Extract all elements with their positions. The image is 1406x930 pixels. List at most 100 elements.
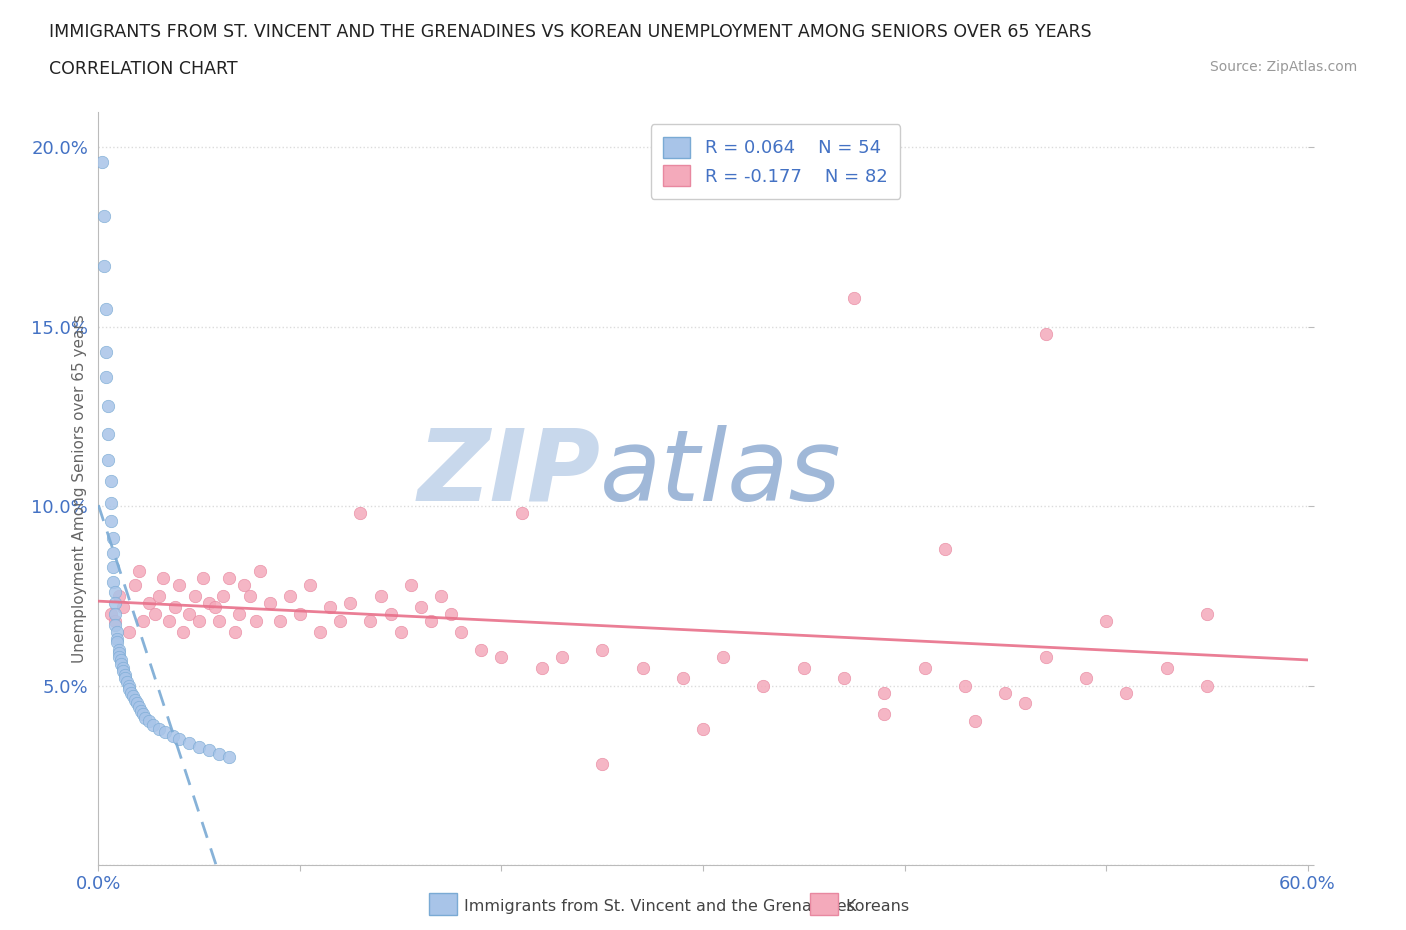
Point — [1195, 606, 1218, 621]
Point — [148, 721, 170, 736]
Point — [107, 649, 129, 664]
Point — [249, 564, 271, 578]
Point — [399, 578, 422, 592]
Point — [132, 614, 155, 629]
Text: ZIP: ZIP — [418, 425, 600, 522]
Point — [1074, 671, 1097, 685]
Point — [914, 660, 936, 675]
Point — [470, 643, 492, 658]
Point — [239, 589, 262, 604]
Point — [105, 624, 128, 639]
Point — [218, 570, 240, 585]
Point — [692, 721, 714, 736]
Point — [752, 678, 775, 693]
Point — [1156, 660, 1178, 675]
Point — [163, 599, 186, 614]
Point — [101, 560, 124, 575]
Point — [491, 649, 513, 664]
Point — [129, 703, 152, 718]
Point — [440, 606, 463, 621]
Y-axis label: Unemployment Among Seniors over 65 years: Unemployment Among Seniors over 65 years — [72, 314, 87, 662]
Point — [873, 685, 896, 700]
Point — [339, 595, 361, 610]
Point — [711, 649, 734, 664]
Point — [1035, 649, 1057, 664]
Point — [278, 589, 301, 604]
Point — [1095, 614, 1118, 629]
Point — [101, 574, 124, 589]
Point — [934, 542, 956, 557]
Point — [179, 606, 201, 621]
Point — [121, 689, 143, 704]
Point — [91, 154, 114, 169]
Point — [1035, 326, 1057, 341]
Point — [97, 427, 120, 442]
Point — [138, 714, 160, 729]
Point — [631, 660, 654, 675]
Point — [953, 678, 976, 693]
Point — [1115, 685, 1137, 700]
Point — [114, 668, 136, 683]
Point — [128, 564, 150, 578]
Point — [100, 473, 122, 488]
Point — [103, 614, 125, 629]
Point — [380, 606, 402, 621]
Text: Source: ZipAtlas.com: Source: ZipAtlas.com — [1209, 60, 1357, 74]
Point — [167, 732, 190, 747]
Legend: R = 0.064    N = 54, R = -0.177    N = 82: R = 0.064 N = 54, R = -0.177 N = 82 — [651, 125, 900, 199]
Point — [107, 645, 129, 660]
Point — [172, 624, 194, 639]
Point — [107, 643, 129, 658]
Point — [288, 606, 311, 621]
Point — [142, 718, 165, 733]
Point — [101, 545, 124, 560]
Point — [97, 452, 120, 467]
Point — [1195, 678, 1218, 693]
Point — [148, 589, 170, 604]
Point — [232, 578, 254, 592]
Point — [245, 614, 267, 629]
Text: atlas: atlas — [600, 425, 842, 522]
Point — [208, 614, 231, 629]
Point — [162, 728, 184, 743]
Point — [188, 614, 211, 629]
Point — [124, 693, 146, 708]
Point — [120, 685, 142, 700]
Point — [110, 657, 132, 671]
Point — [96, 369, 118, 384]
Point — [409, 599, 432, 614]
Point — [228, 606, 250, 621]
Point — [96, 344, 118, 359]
Point — [103, 585, 125, 600]
Point — [832, 671, 855, 685]
Point — [118, 678, 141, 693]
Point — [420, 614, 443, 629]
Point — [994, 685, 1017, 700]
Point — [125, 696, 148, 711]
Point — [124, 578, 146, 592]
Point — [115, 674, 138, 689]
Point — [193, 570, 215, 585]
Point — [224, 624, 246, 639]
Point — [1014, 696, 1036, 711]
Point — [96, 301, 118, 316]
Point — [111, 599, 134, 614]
Point — [132, 707, 155, 722]
Point — [269, 614, 291, 629]
Point — [299, 578, 322, 592]
Point — [510, 506, 533, 521]
Point — [450, 624, 472, 639]
Point — [188, 739, 211, 754]
Point — [208, 746, 231, 761]
Point — [134, 711, 156, 725]
Point — [100, 606, 122, 621]
Point — [212, 589, 235, 604]
Point — [591, 643, 613, 658]
Point — [93, 208, 115, 223]
Point — [591, 757, 613, 772]
Point — [319, 599, 342, 614]
Text: Immigrants from St. Vincent and the Grenadines: Immigrants from St. Vincent and the Gren… — [464, 899, 855, 914]
Point — [107, 589, 129, 604]
Text: Koreans: Koreans — [845, 899, 910, 914]
Point — [111, 664, 134, 679]
